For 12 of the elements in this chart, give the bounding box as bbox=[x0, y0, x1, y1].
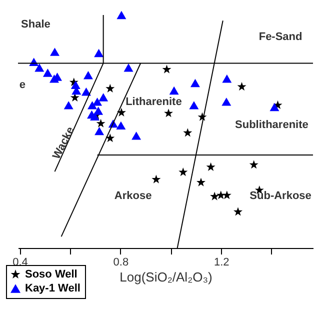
x-tick-label: 1.2 bbox=[214, 256, 230, 268]
annotation: Shale bbox=[21, 18, 50, 30]
x-tick-label: 0.8 bbox=[113, 256, 129, 268]
annotation: Fe-Sand bbox=[258, 30, 302, 43]
annotation: Arkose bbox=[114, 190, 152, 202]
annotation: e bbox=[19, 78, 26, 91]
legend-label: Kay-1 Well bbox=[25, 282, 80, 294]
annotation: Sub-Arkose bbox=[250, 190, 312, 202]
annotation: Litharenite bbox=[126, 96, 182, 108]
legend-label: Soso Well bbox=[25, 268, 78, 280]
x-axis-title: Log(SiO₂/Al₂O₃) bbox=[120, 270, 212, 284]
annotation: Sublitharenite bbox=[235, 119, 308, 132]
